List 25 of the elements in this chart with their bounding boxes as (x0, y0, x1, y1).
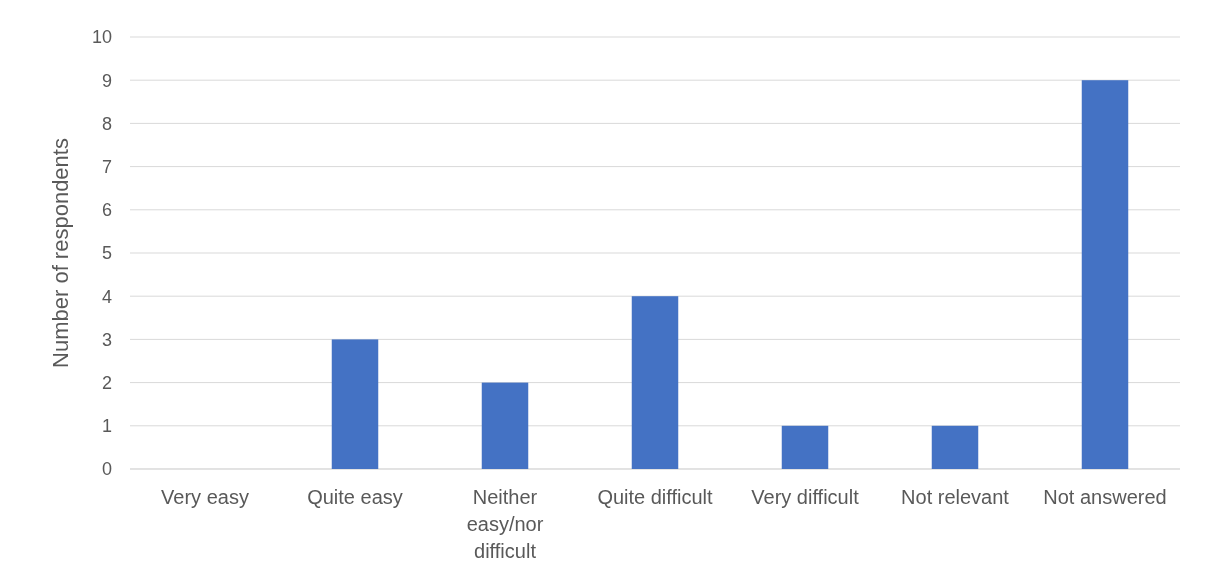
bar (931, 425, 979, 469)
y-tick-label: 6 (101, 200, 112, 221)
y-tick-label: 1 (101, 416, 112, 437)
y-tick-label: 7 (101, 156, 112, 177)
x-tick-label: Not answered (1043, 486, 1167, 508)
x-tick-label: Neither easy/nor difficult (466, 486, 544, 562)
bar (331, 339, 379, 469)
y-tick-label: 4 (101, 286, 112, 307)
y-axis-title: Number of respondents (48, 138, 73, 368)
bar (781, 425, 829, 469)
x-tick-label: Very difficult (751, 486, 860, 508)
y-tick-label: 2 (101, 372, 112, 393)
x-tick-label: Not relevant (901, 486, 1010, 508)
x-tick-label: Very easy (161, 486, 249, 508)
y-tick-label: 0 (101, 459, 112, 480)
x-tick-label: Quite easy (307, 486, 403, 508)
x-tick-label: Quite difficult (597, 486, 714, 508)
y-tick-label: 3 (101, 329, 112, 350)
y-tick-label: 10 (91, 27, 112, 48)
bar (631, 296, 679, 469)
bar (481, 382, 529, 469)
bar (1081, 80, 1129, 469)
y-tick-label: 8 (101, 113, 112, 134)
y-tick-label: 5 (101, 243, 112, 264)
y-tick-label: 9 (101, 70, 112, 91)
